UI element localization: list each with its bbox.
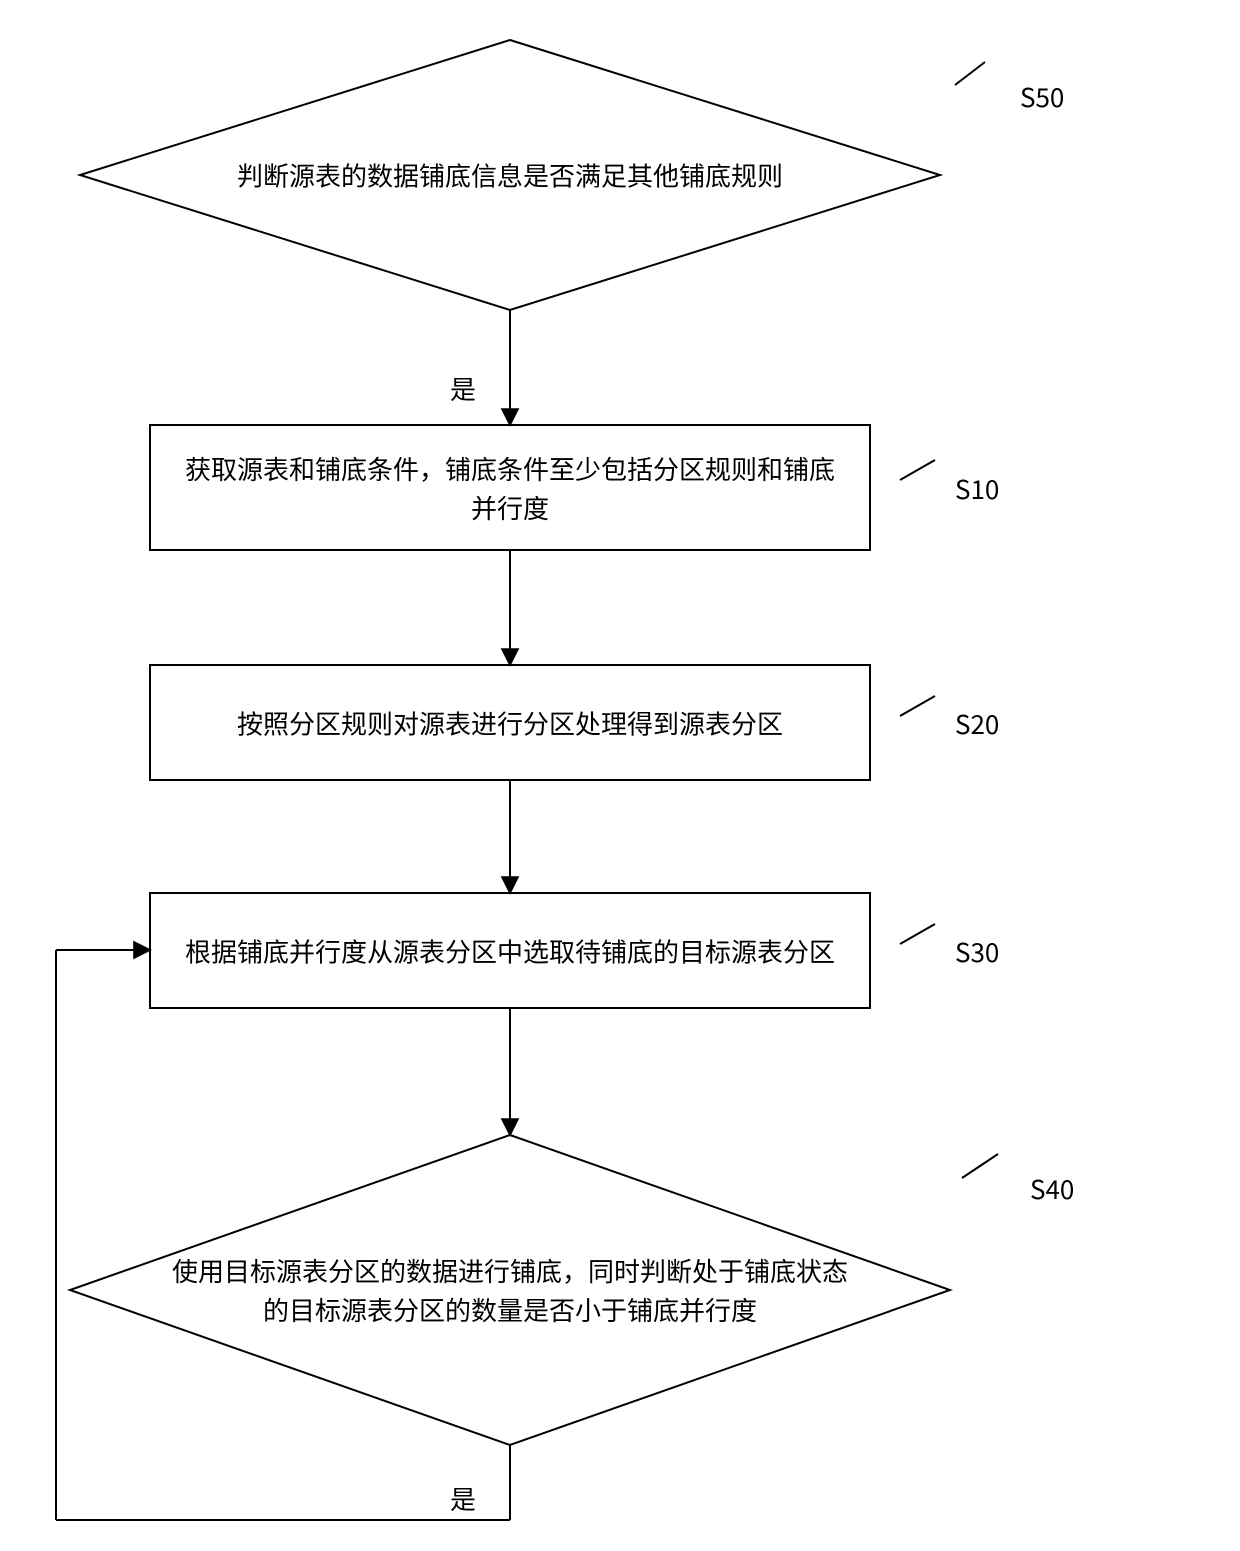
node-r2-text: 按照分区规则对源表进行分区处理得到源表分区 [237, 703, 783, 742]
node-r1-text: 获取源表和铺底条件，铺底条件至少包括分区规则和铺底 并行度 [185, 449, 835, 527]
edge-label-0: 是 [450, 370, 476, 407]
flowchart-canvas: 判断源表的数据铺底信息是否满足其他铺底规则 S50 获取源表和铺底条件，铺底条件至少… [0, 0, 1240, 1551]
step-label-r3: S30 [955, 933, 999, 970]
edge-label-4: 是 [450, 1480, 476, 1517]
node-r3-text: 根据铺底并行度从源表分区中选取待铺底的目标源表分区 [185, 931, 835, 970]
step-label-r2: S20 [955, 705, 999, 742]
node-d1-text: 判断源表的数据铺底信息是否满足其他铺底规则 [237, 156, 783, 195]
step-label-d2: S40 [1030, 1170, 1074, 1207]
node-d2-text: 使用目标源表分区的数据进行铺底，同时判断处于铺底状态 的目标源表分区的数量是否小… [172, 1251, 848, 1329]
step-label-r1: S10 [955, 470, 999, 507]
step-label-d1: S50 [1020, 78, 1064, 115]
